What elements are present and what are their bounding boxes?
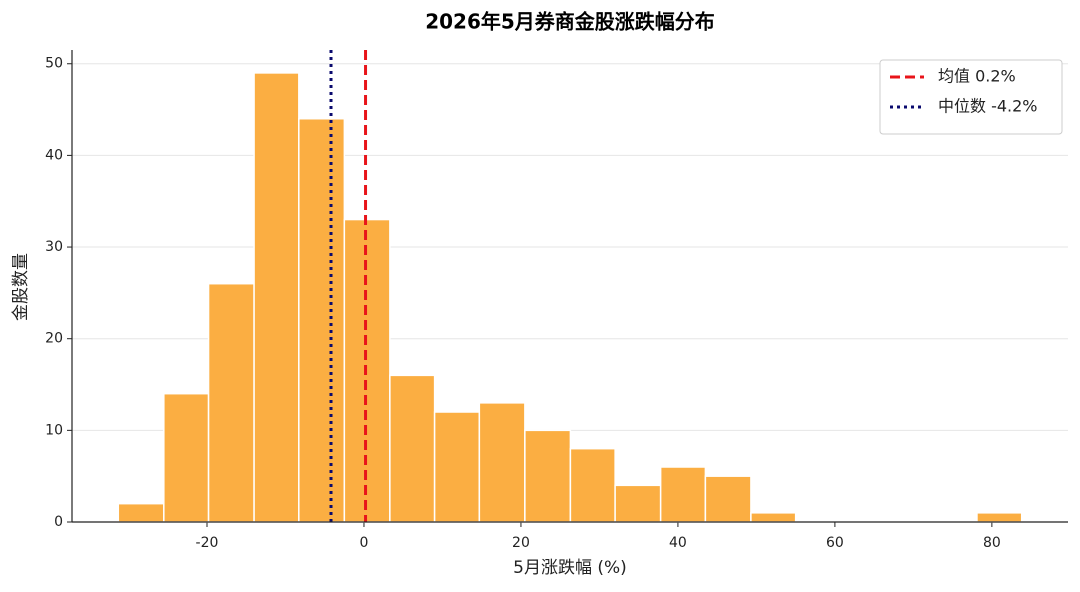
bar bbox=[207, 282, 255, 523]
x-tick-label: 80 bbox=[983, 535, 1001, 551]
bar bbox=[976, 512, 1023, 523]
bar bbox=[750, 512, 797, 523]
legend-box bbox=[879, 59, 1063, 135]
y-tick-label: 30 bbox=[45, 239, 63, 255]
bar bbox=[524, 429, 572, 523]
y-tick-label: 40 bbox=[45, 147, 63, 163]
bar bbox=[659, 466, 707, 523]
x-axis-label: 5月涨跌幅 (%) bbox=[513, 558, 627, 578]
bar bbox=[704, 475, 752, 523]
y-tick-label: 20 bbox=[45, 331, 63, 347]
x-tick-label: 40 bbox=[669, 535, 687, 551]
x-tick-label: 20 bbox=[512, 535, 530, 551]
bar bbox=[478, 402, 526, 523]
bar bbox=[614, 484, 662, 523]
bar bbox=[117, 502, 165, 523]
bar bbox=[298, 117, 346, 523]
bar bbox=[253, 72, 300, 523]
bar bbox=[433, 411, 481, 523]
y-axis-label: 金股数量 bbox=[11, 253, 31, 321]
bar bbox=[569, 447, 616, 523]
y-tick-label: 0 bbox=[54, 514, 63, 530]
x-tick-label: -20 bbox=[196, 535, 219, 551]
bar bbox=[343, 218, 391, 523]
bar bbox=[389, 374, 436, 523]
y-tick-label: 50 bbox=[45, 56, 63, 72]
legend: 均值 0.2% 中位数 -4.2% bbox=[879, 59, 1063, 135]
legend-label: 均值 0.2% bbox=[938, 67, 1016, 86]
legend-label: 中位数 -4.2% bbox=[938, 97, 1038, 116]
y-tick-label: 10 bbox=[45, 422, 63, 438]
x-tick-label: 60 bbox=[826, 535, 844, 551]
chart-title: 2026年5月券商金股涨跌幅分布 bbox=[425, 10, 715, 34]
x-tick-label: 0 bbox=[360, 535, 369, 551]
bar bbox=[163, 392, 210, 523]
